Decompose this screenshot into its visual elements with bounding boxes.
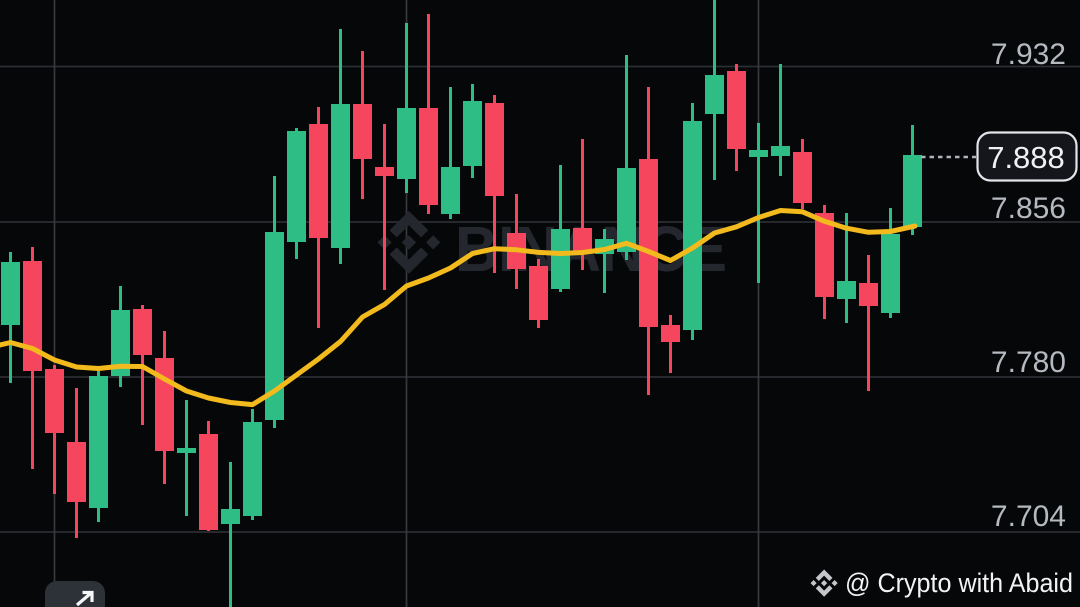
svg-text:7.780: 7.780 [991, 346, 1066, 379]
svg-text:@ Crypto with Abaid: @ Crypto with Abaid [845, 568, 1073, 598]
svg-text:7.888: 7.888 [987, 140, 1065, 175]
svg-text:7.856: 7.856 [991, 192, 1066, 225]
svg-text:7.932: 7.932 [991, 38, 1066, 71]
svg-text:7.704: 7.704 [991, 500, 1066, 533]
